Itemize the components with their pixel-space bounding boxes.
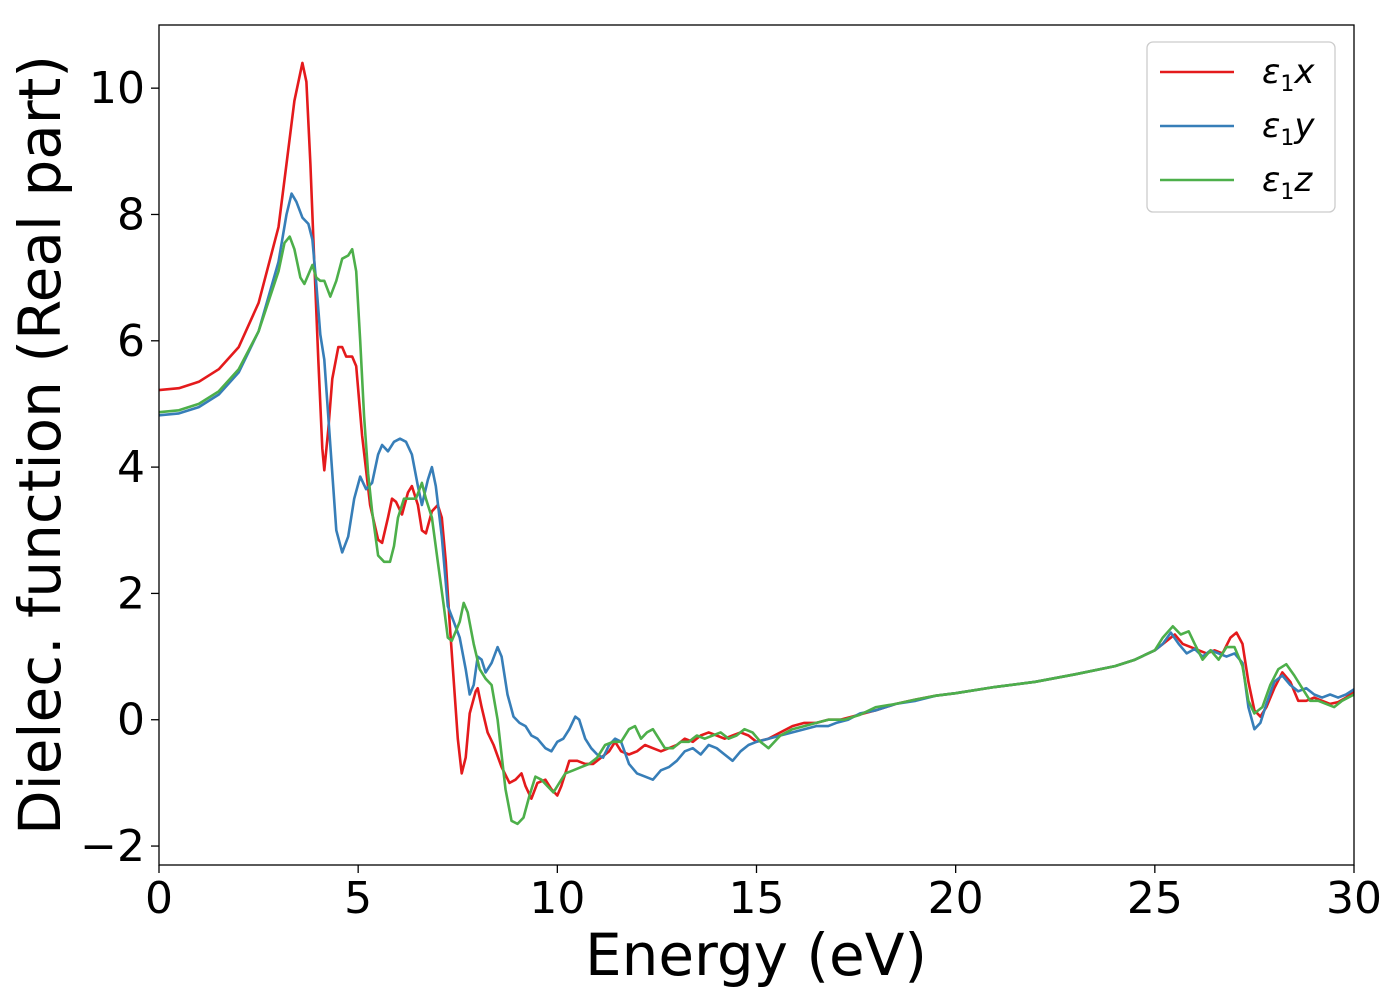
legend-label-x: ε1x [1262,52,1315,97]
x-tick-label: 25 [1127,873,1183,924]
legend: ε1x ε1y ε1z [1146,41,1336,213]
legend-label-y: ε1y [1262,106,1315,151]
x-tick-label: 0 [145,873,173,924]
series-line-z [159,235,1354,826]
x-tick-label: 20 [928,873,984,924]
legend-box [1146,41,1336,213]
series-line-y [159,192,1354,781]
y-tick-label: 4 [117,442,145,493]
x-axis-title: Energy (eV) [585,921,927,989]
y-axis: −2 0 2 4 6 8 10 [80,63,159,872]
x-tick-label: 15 [729,873,785,924]
y-tick-label: 10 [89,63,145,114]
x-tick-label: 10 [529,873,585,924]
y-tick-label: 0 [117,695,145,746]
x-tick-label: 5 [344,873,372,924]
legend-label-z: ε1z [1262,160,1313,205]
y-tick-label: −2 [80,821,145,872]
series-layer [159,61,1354,826]
y-tick-label: 2 [117,568,145,619]
y-tick-label: 8 [117,189,145,240]
x-axis: 0 5 10 15 20 25 30 [145,865,1382,924]
y-tick-label: 6 [117,316,145,367]
x-tick-label: 30 [1326,873,1382,924]
y-axis-title: Dielec. function (Real part) [6,55,74,835]
